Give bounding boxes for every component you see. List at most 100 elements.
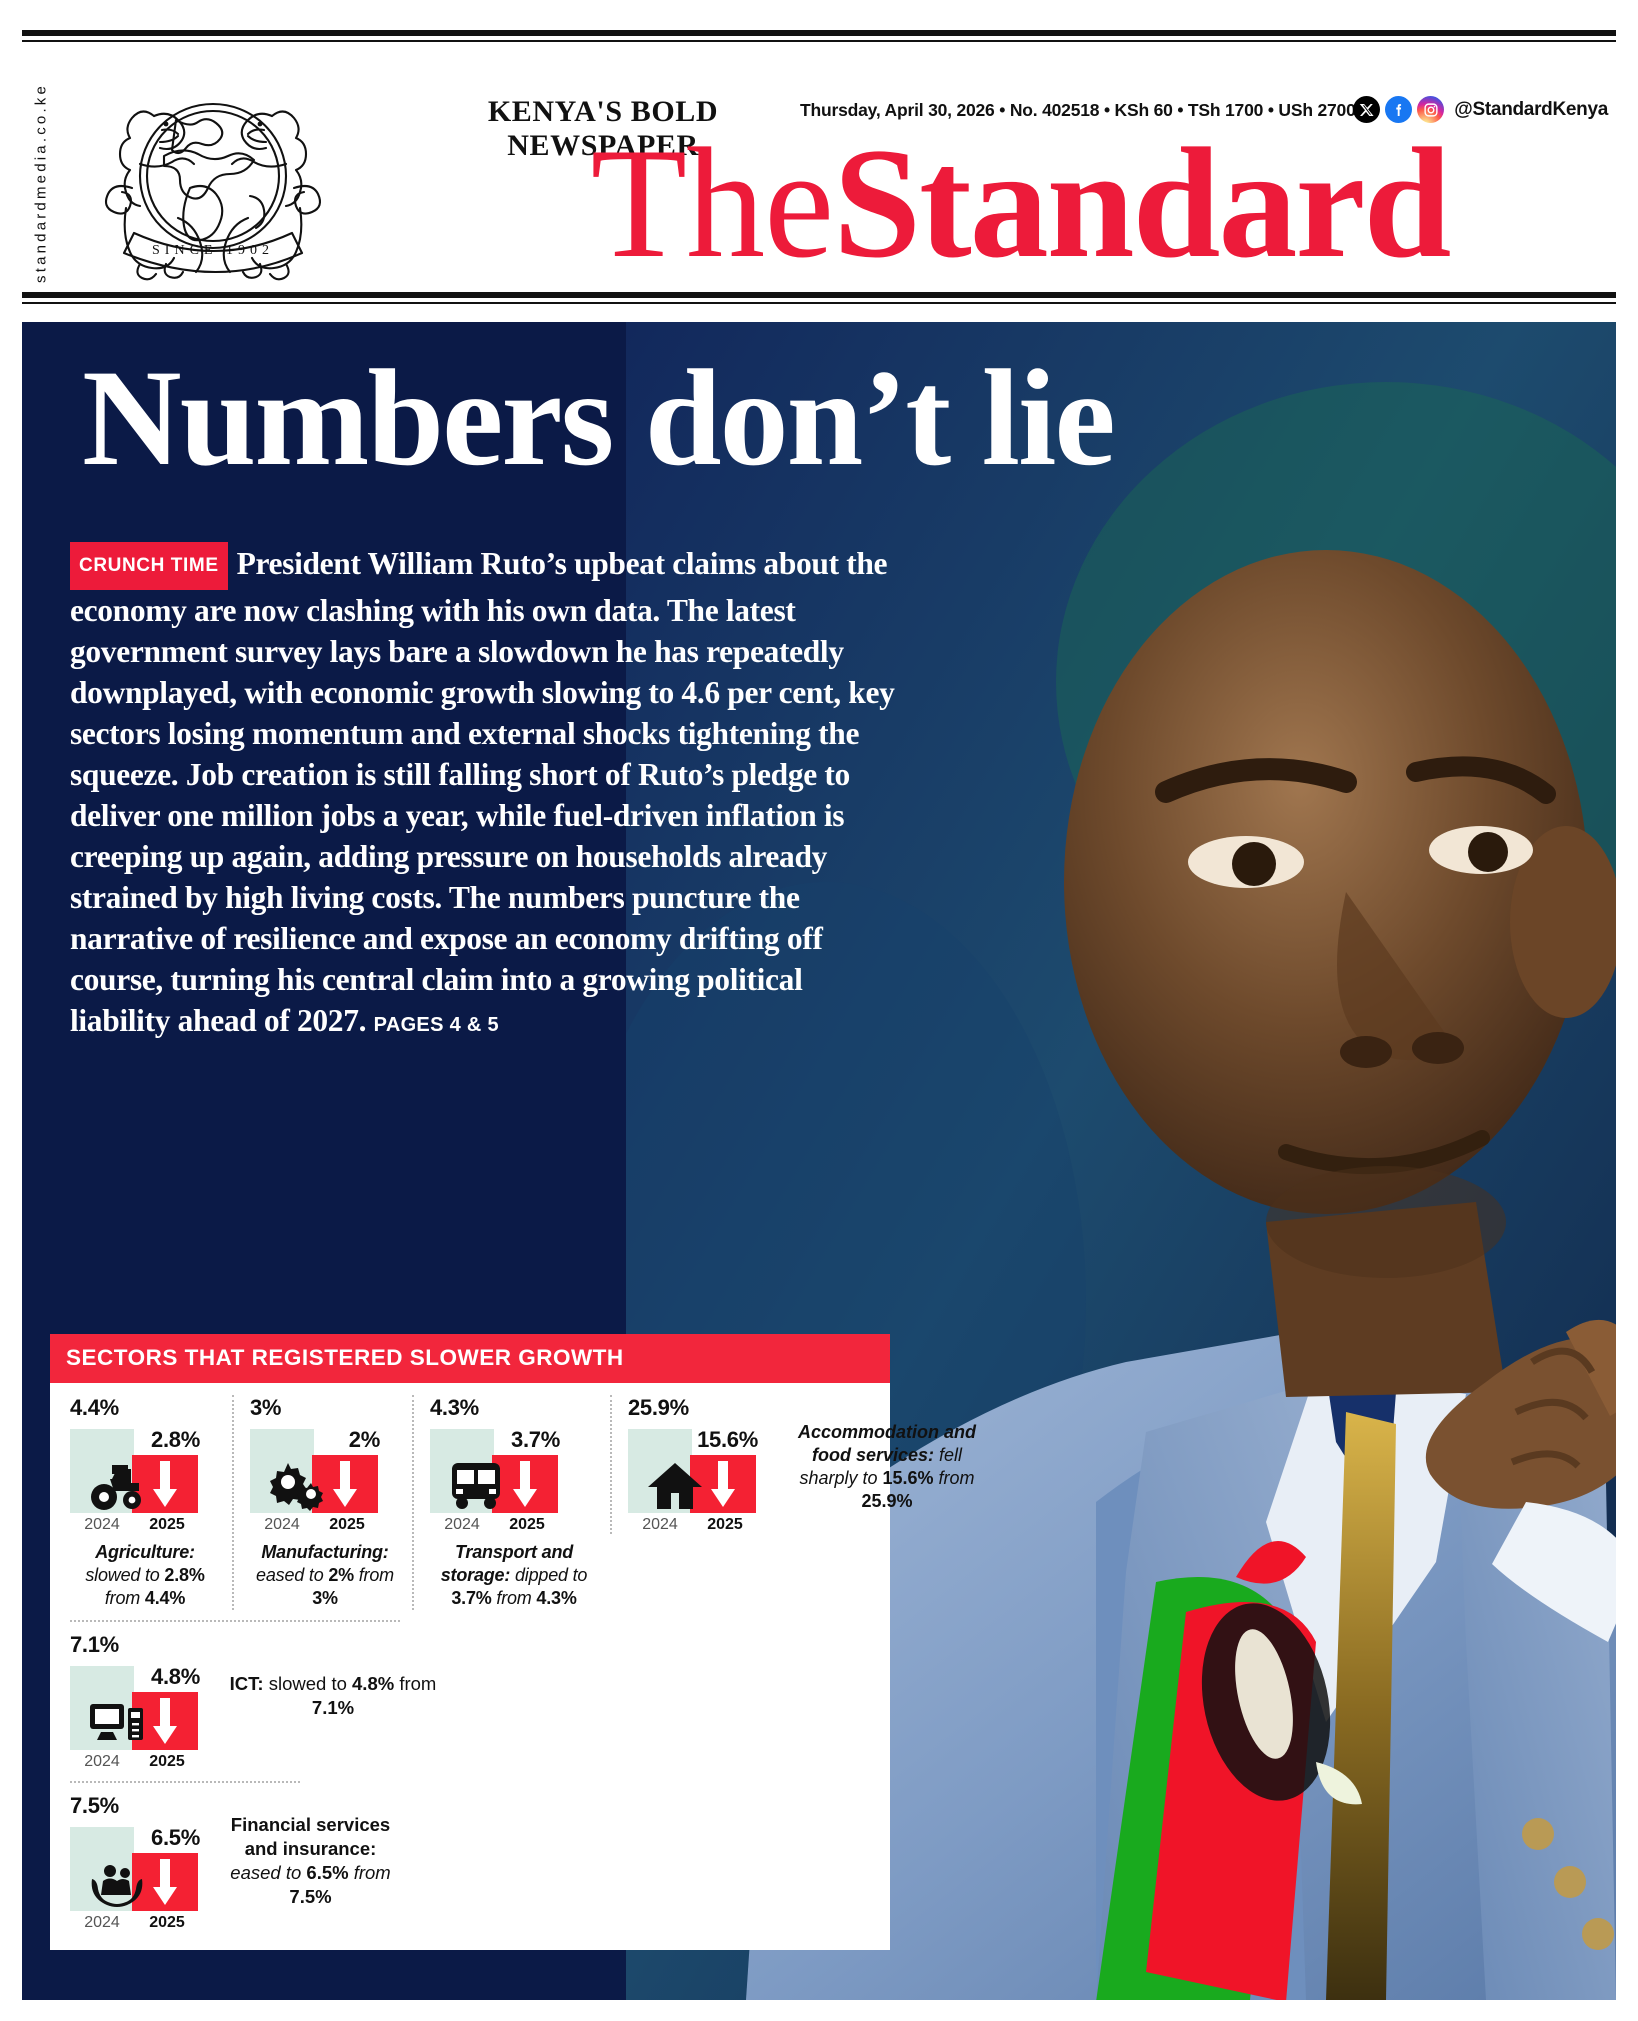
sector-description: ICT: slowed to 4.8% from 7.1%	[218, 1672, 448, 1720]
sector-year-labels: 2024 2025	[628, 1516, 760, 1534]
year-2024-label: 2024	[642, 1516, 678, 1533]
sector-desc-verb: fell sharply to	[799, 1445, 963, 1488]
value-2025: 2%	[348, 1427, 381, 1452]
value-2025: 2.8%	[151, 1427, 200, 1452]
sector-year-labels: 2024 2025	[250, 1516, 382, 1534]
masthead-title-standard: Standard	[833, 116, 1451, 291]
sector-name: Transport and storage:	[440, 1542, 574, 1585]
lead-text: President William Ruto’s upbeat claims a…	[70, 546, 895, 1038]
page-headline: Numbers don’t lie	[82, 341, 1116, 494]
sector-desc-old: 25.9%	[861, 1491, 913, 1511]
infographic-divider-1	[70, 1620, 400, 1622]
value-2024: 7.1%	[70, 1632, 119, 1657]
computer-icon	[88, 1696, 146, 1748]
value-2025: 15.6%	[697, 1427, 758, 1452]
social-links[interactable]: @StandardKenya	[1353, 96, 1608, 123]
sector-description: Accommodation and food services: fell sh…	[782, 1421, 992, 1513]
sector-cell-financial: 7.5% 6.5% 2024 2025	[64, 1783, 880, 1932]
sector-name: Manufacturing:	[261, 1542, 389, 1562]
sector-desc-new: 4.8%	[352, 1673, 395, 1694]
year-2024-label: 2024	[84, 1516, 120, 1533]
year-2025-label: 2025	[149, 1516, 185, 1533]
value-2025: 6.5%	[151, 1825, 200, 1850]
year-2024-label: 2024	[264, 1516, 300, 1533]
masthead-rule-top	[22, 30, 1616, 36]
sector-description: Financial services and insurance: eased …	[218, 1813, 403, 1909]
value-2024: 3%	[250, 1395, 282, 1420]
page-reference: PAGES 4 & 5	[373, 1014, 499, 1036]
sector-desc-old: 7.1%	[311, 1697, 355, 1718]
infographic-divider-2	[70, 1781, 300, 1783]
masthead-title-the: The	[590, 116, 835, 291]
bar-2025	[132, 1853, 198, 1911]
year-2025-label: 2025	[329, 1516, 365, 1533]
sector-desc-verb: dipped to	[510, 1565, 588, 1585]
tractor-icon	[88, 1459, 146, 1511]
arrow-down-icon	[513, 1461, 537, 1507]
value-2024: 4.3%	[430, 1395, 479, 1420]
gears-icon	[268, 1459, 326, 1511]
sector-year-labels: 2024 2025	[430, 1516, 562, 1534]
facebook-icon[interactable]	[1385, 96, 1413, 123]
lead-story-panel: Numbers don’t lie CRUNCH TIME President W…	[22, 322, 1616, 2000]
sector-cell-transport: 4.3% 3.7% 2024 2025	[412, 1395, 610, 1610]
sector-desc-mid: from	[491, 1588, 537, 1608]
sector-desc-verb: eased to	[256, 1565, 329, 1585]
year-2025-label: 2025	[707, 1516, 743, 1533]
social-handle[interactable]: @StandardKenya	[1454, 98, 1608, 120]
masthead-rule-thin	[22, 40, 1616, 42]
sector-name: Financial services and insurance:	[230, 1814, 391, 1859]
sector-year-labels: 2024 2025	[70, 1914, 202, 1932]
arrow-down-icon	[153, 1461, 177, 1507]
masthead-rule-bottom	[22, 292, 1616, 298]
sector-description: Manufacturing: eased to 2% from 3%	[250, 1541, 400, 1610]
sector-desc-new: 15.6%	[882, 1468, 934, 1488]
bar-2025	[492, 1455, 558, 1513]
lead-paragraph: CRUNCH TIME President William Ruto’s upbe…	[70, 542, 910, 1046]
x-icon[interactable]	[1353, 96, 1381, 123]
sector-desc-old: 3%	[312, 1588, 338, 1608]
instagram-icon[interactable]	[1417, 96, 1445, 123]
sector-desc-new: 3.7%	[451, 1588, 492, 1608]
sector-bars: 7.1% 4.8%	[70, 1632, 202, 1750]
infographic-body: 4.4% 2.8% 2024 2025	[50, 1383, 976, 1950]
sector-desc-old: 4.3%	[536, 1588, 577, 1608]
year-2025-label: 2025	[149, 1914, 185, 1931]
year-2024-label: 2024	[84, 1753, 120, 1770]
crunch-time-badge: CRUNCH TIME	[70, 542, 228, 590]
sector-cell-ict: 7.1% 4.8% 2024 2025	[64, 1622, 880, 1771]
sector-desc-mid: from	[933, 1468, 975, 1488]
insurance-hands-icon	[88, 1857, 146, 1909]
masthead-dateline: Thursday, April 30, 2026 • No. 402518 • …	[800, 100, 1356, 120]
value-2024: 4.4%	[70, 1395, 119, 1420]
sector-year-labels: 2024 2025	[70, 1753, 202, 1771]
sector-desc-mid: from	[394, 1673, 437, 1694]
sector-desc-mid: from	[353, 1565, 394, 1585]
crest-motto: SINCE 1902	[152, 243, 274, 258]
bar-2025	[132, 1455, 198, 1513]
arrow-down-icon	[153, 1698, 177, 1744]
sector-desc-verb: slowed to	[263, 1673, 353, 1694]
sectors-infographic: SECTORS THAT REGISTERED SLOWER GROWTH 4.…	[50, 1334, 976, 1950]
sector-description: Transport and storage: dipped to 3.7% fr…	[430, 1541, 598, 1610]
bus-icon	[448, 1459, 506, 1511]
sector-bars: 7.5% 6.5%	[70, 1793, 202, 1911]
year-2025-label: 2025	[149, 1753, 185, 1770]
sector-cell-manufacturing: 3% 2% 2024 2025	[232, 1395, 412, 1610]
sector-desc-new: 2%	[328, 1565, 354, 1585]
standard-crest-logo: SINCE 1902	[68, 68, 358, 283]
sector-desc-mid: from	[104, 1588, 145, 1608]
bar-2025	[312, 1455, 378, 1513]
year-2024-label: 2024	[444, 1516, 480, 1533]
masthead-tagline: KENYA'S BOLD NEWSPAPER	[487, 95, 719, 162]
sector-desc-old: 7.5%	[289, 1886, 332, 1907]
arrow-down-icon	[333, 1461, 357, 1507]
sector-bars: 4.4% 2.8%	[70, 1395, 202, 1513]
value-2024: 7.5%	[70, 1793, 119, 1818]
sector-description: Agriculture: slowed to 2.8% from 4.4%	[70, 1541, 220, 1610]
sector-desc-verb: slowed to	[85, 1565, 165, 1585]
website-url-vertical[interactable]: standardmedia.co.ke	[32, 82, 50, 284]
sector-bars: 25.9% 15.6%	[628, 1395, 760, 1513]
masthead-rule-bottom2	[22, 302, 1616, 304]
infographic-row-primary: 4.4% 2.8% 2024 2025	[64, 1395, 976, 1610]
